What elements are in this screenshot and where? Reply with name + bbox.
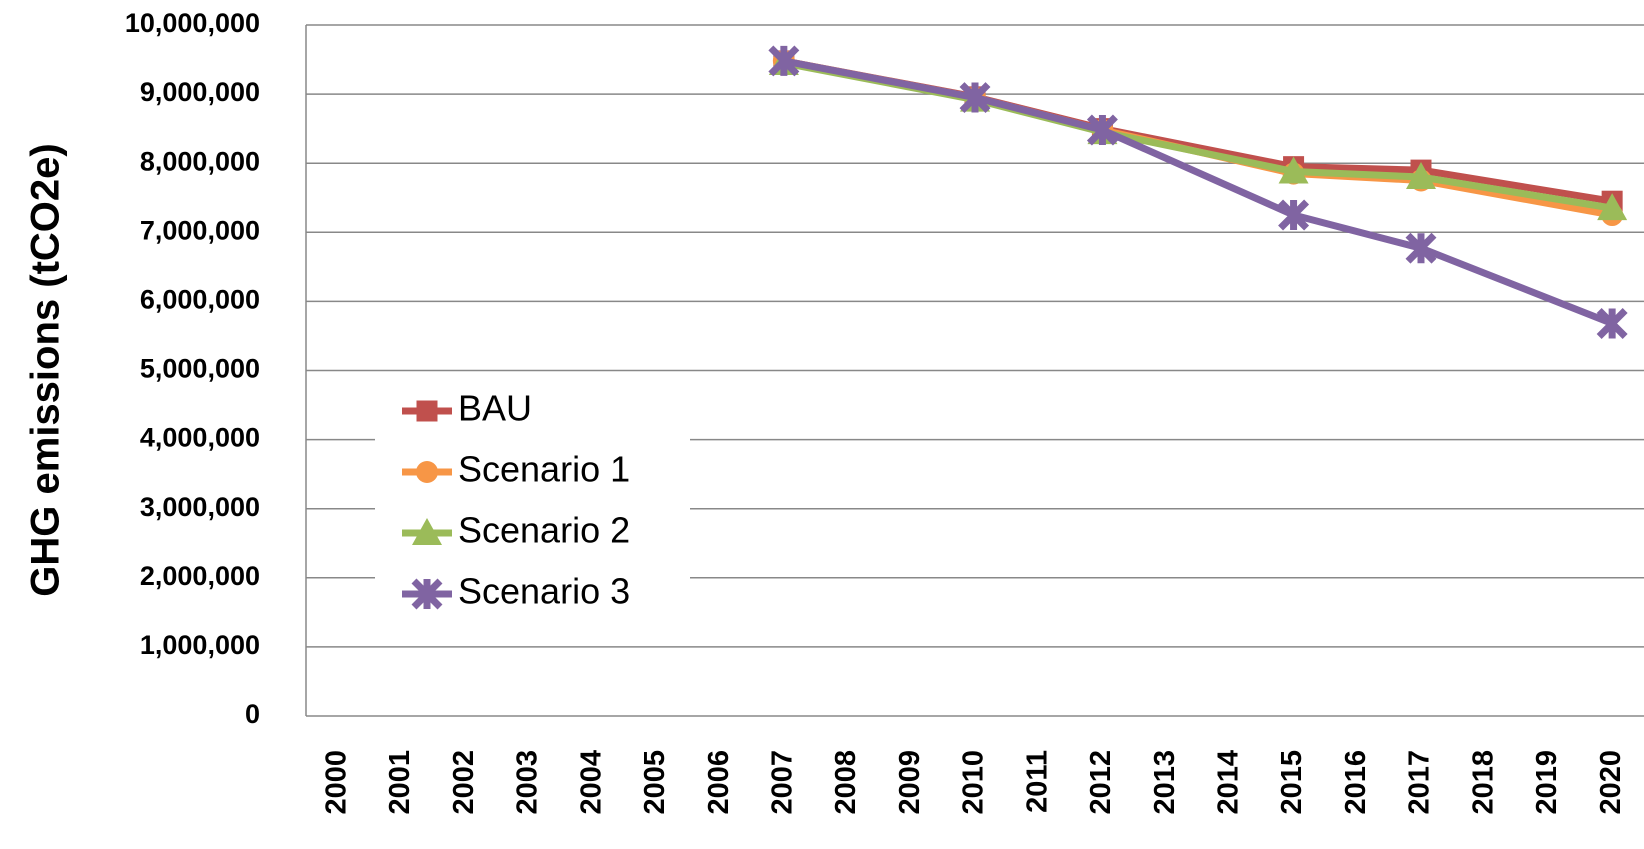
x-tick-label: 2012 xyxy=(1085,750,1117,815)
x-tick-label: 2014 xyxy=(1213,750,1245,815)
x-tick-label: 2011 xyxy=(1021,750,1053,813)
y-axis-label: GHG emissions (tCO2e) xyxy=(24,143,68,596)
legend-marker xyxy=(411,578,443,610)
y-tick-label: 1,000,000 xyxy=(140,630,260,660)
x-tick-label: 2015 xyxy=(1276,750,1308,815)
data-point xyxy=(1596,308,1628,339)
data-point xyxy=(768,45,800,77)
data-point xyxy=(1406,162,1436,190)
x-tick-label: 2009 xyxy=(894,750,926,815)
x-tick-label: 2020 xyxy=(1595,750,1627,815)
x-tick-label: 2006 xyxy=(703,750,735,815)
x-tick-label: 2000 xyxy=(321,750,353,815)
x-tick-label: 2010 xyxy=(958,750,990,815)
legend-label: Scenario 3 xyxy=(458,571,630,612)
x-tick-label: 2013 xyxy=(1149,750,1181,815)
legend-marker xyxy=(416,400,438,422)
y-tick-label: 6,000,000 xyxy=(140,285,260,315)
data-point xyxy=(1278,199,1310,231)
data-point xyxy=(1086,114,1118,146)
legend-label: BAU xyxy=(458,388,532,429)
y-tick-label: 2,000,000 xyxy=(140,561,260,591)
x-tick-label: 2019 xyxy=(1531,750,1563,815)
x-tick-label: 2003 xyxy=(512,750,544,815)
data-point xyxy=(959,82,991,114)
y-tick-label: 9,000,000 xyxy=(140,77,260,107)
x-tick-label: 2016 xyxy=(1340,750,1372,815)
y-tick-label: 0 xyxy=(245,699,260,729)
y-tick-label: 4,000,000 xyxy=(140,423,260,453)
legend-label: Scenario 2 xyxy=(458,510,630,551)
data-point xyxy=(1278,156,1309,184)
x-tick-label: 2002 xyxy=(448,750,480,815)
x-tick-label: 2001 xyxy=(384,750,416,815)
x-tick-label: 2004 xyxy=(575,750,607,815)
legend-marker xyxy=(412,518,442,545)
data-point xyxy=(1597,193,1628,221)
x-tick-label: 2008 xyxy=(830,750,862,815)
legend: BAU Scenario 1 Scenario 2 Scenario 3 xyxy=(375,378,690,628)
legend-marker xyxy=(416,461,438,483)
x-tick-label: 2005 xyxy=(639,750,671,815)
legend-label: Scenario 1 xyxy=(458,449,630,490)
x-tick-label: 2007 xyxy=(767,750,799,815)
data-point xyxy=(1405,232,1437,264)
series-line xyxy=(783,57,1614,327)
y-tick-label: 8,000,000 xyxy=(140,146,260,176)
x-tick-label: 2017 xyxy=(1404,750,1436,815)
y-tick-label: 5,000,000 xyxy=(140,354,260,384)
y-tick-label: 3,000,000 xyxy=(140,492,260,522)
y-tick-label: 10,000,000 xyxy=(125,8,260,38)
x-tick-label: 2018 xyxy=(1467,750,1499,815)
y-tick-label: 7,000,000 xyxy=(140,215,260,245)
